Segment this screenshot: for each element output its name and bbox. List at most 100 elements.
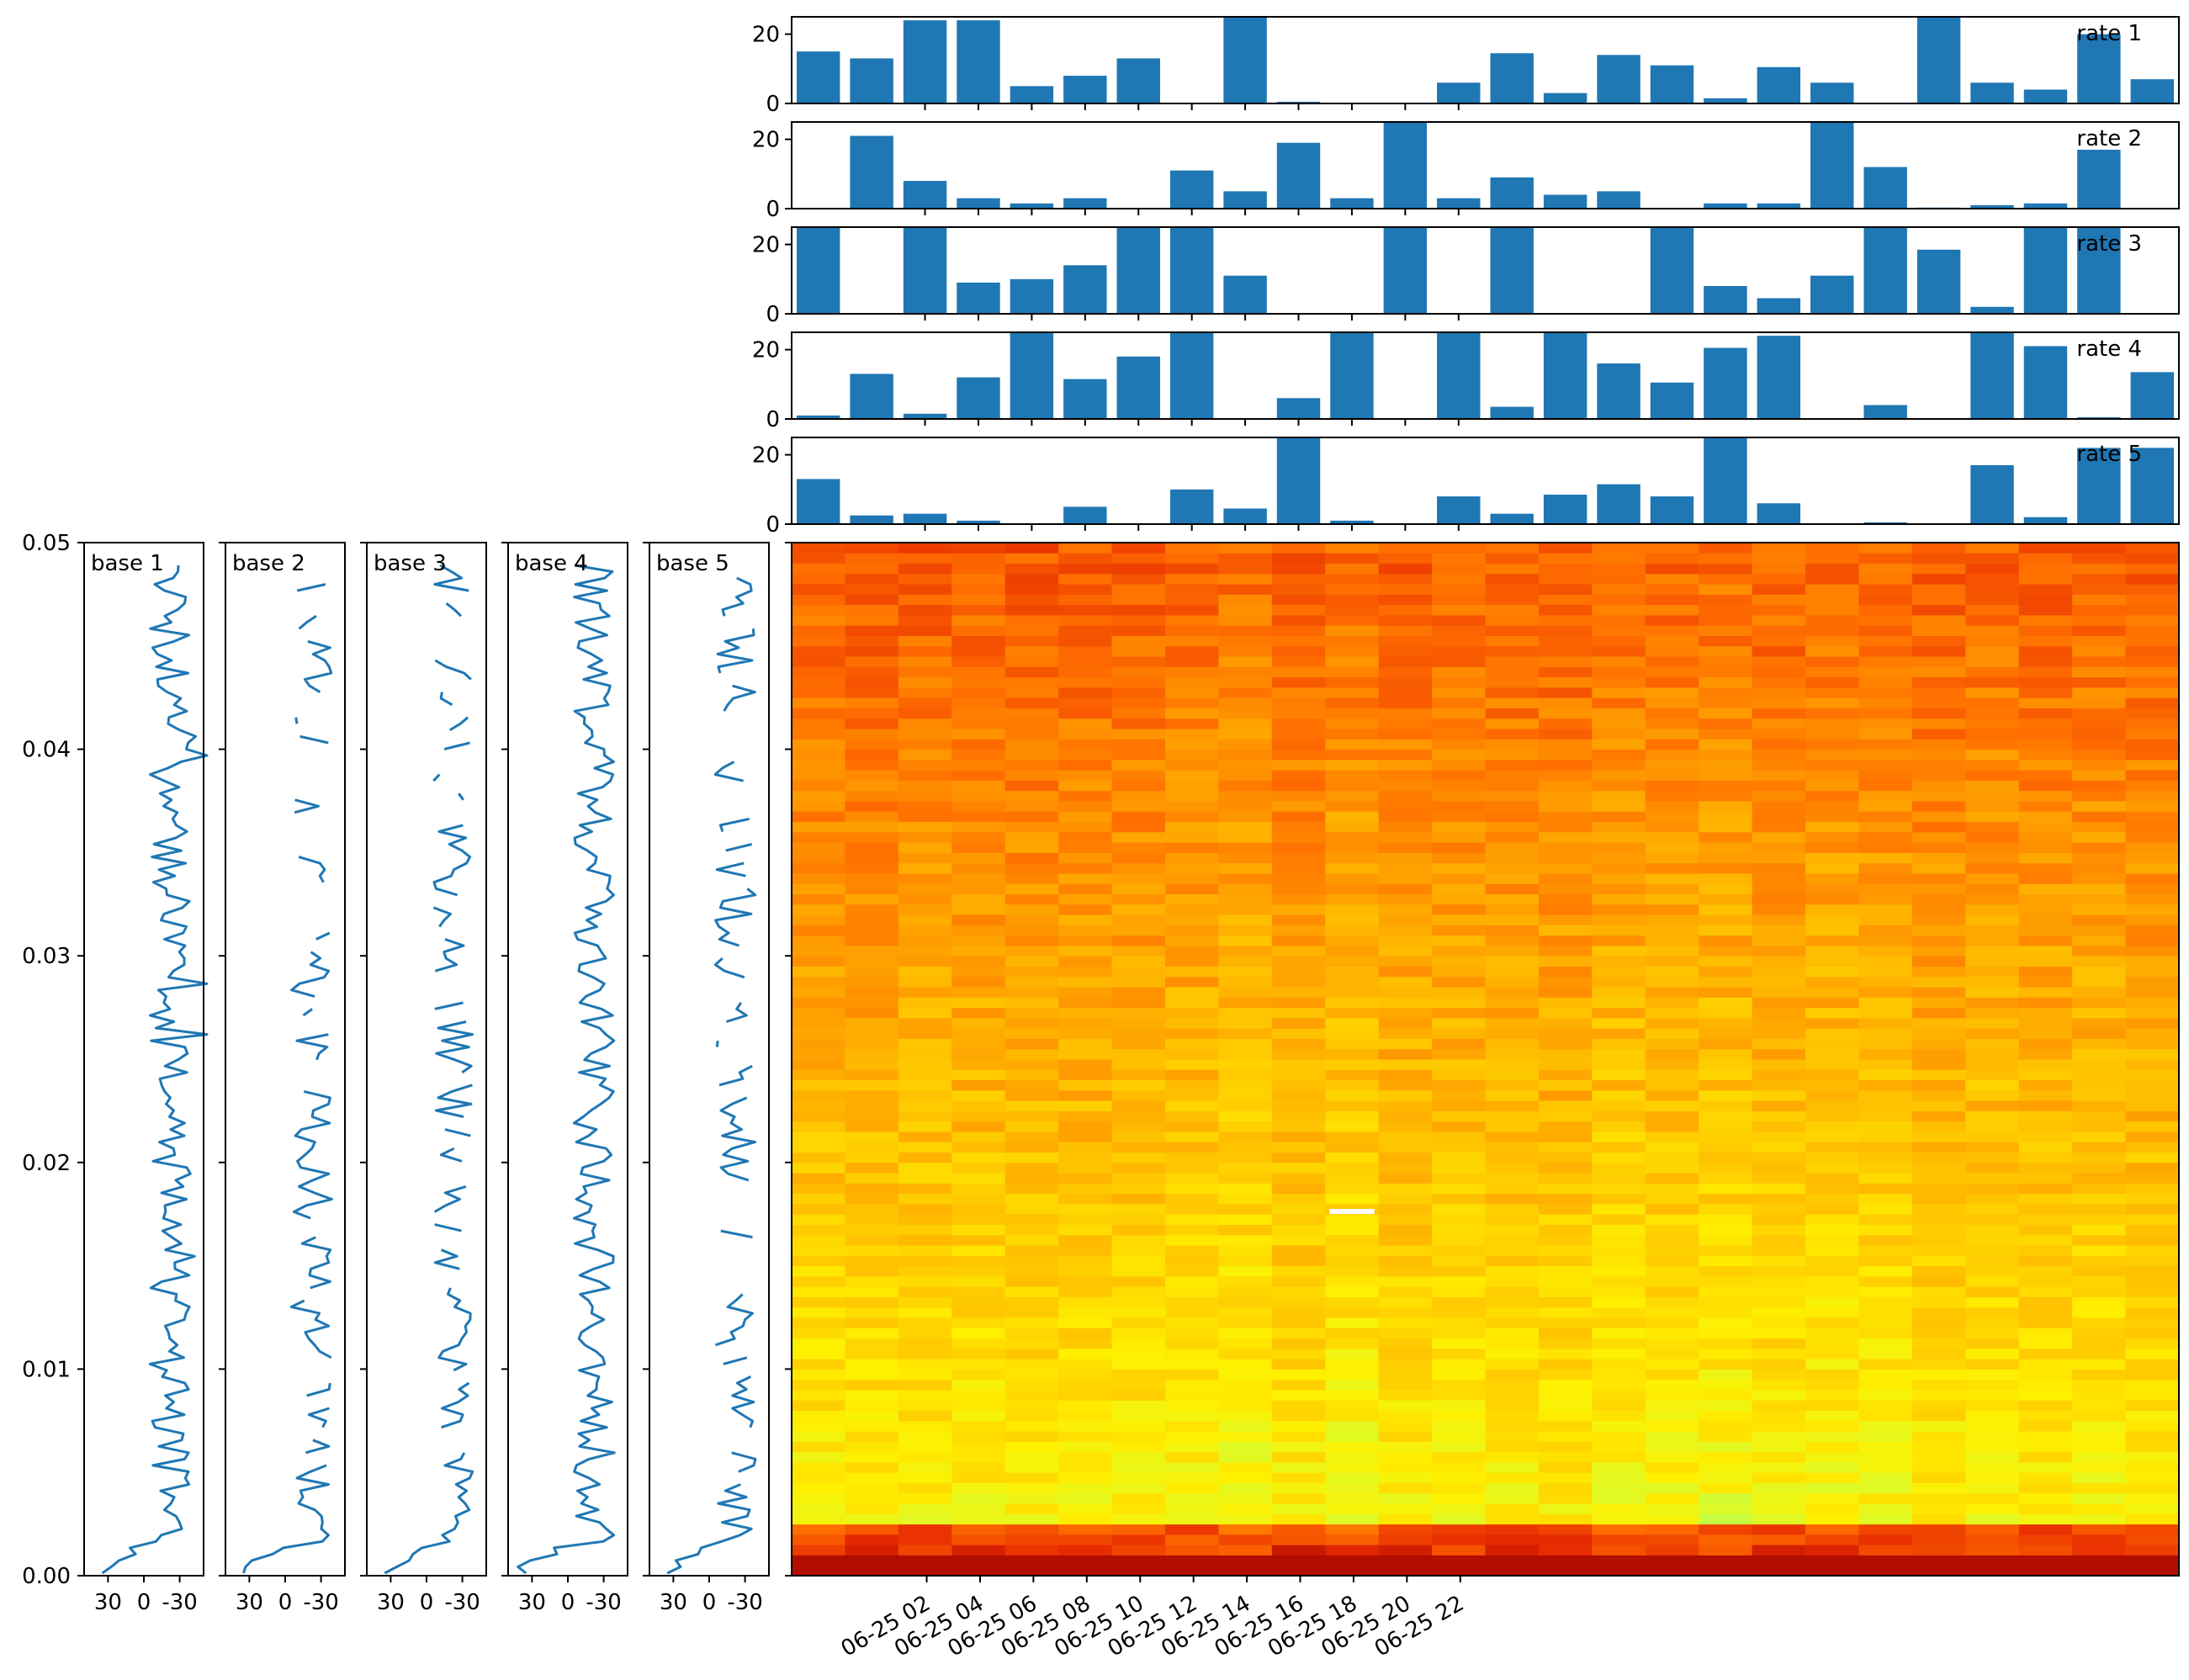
heatmap-cell xyxy=(1965,1265,2020,1277)
heatmap-cell xyxy=(2018,1203,2073,1215)
heatmap-cell xyxy=(1911,956,1966,967)
heatmap-cell xyxy=(2018,831,2073,843)
heatmap-cell xyxy=(1111,1338,1166,1349)
heatmap-cell xyxy=(1645,1245,1699,1256)
heatmap-cell xyxy=(951,1348,1006,1359)
heatmap-cell xyxy=(1858,1214,1913,1225)
heatmap-cell xyxy=(1325,1007,1380,1019)
heatmap-cell xyxy=(1378,987,1433,998)
heatmap-cell xyxy=(1058,1389,1113,1401)
heatmap-cell xyxy=(845,666,899,678)
heatmap-cell xyxy=(1432,553,1486,564)
heatmap-cell xyxy=(1271,563,1326,575)
heatmap-cell xyxy=(1058,1048,1113,1060)
heatmap-cell xyxy=(1752,614,1806,626)
heatmap-cell xyxy=(1325,811,1380,823)
heatmap-cell xyxy=(2018,584,2073,595)
heatmap-cell xyxy=(1858,1265,1913,1277)
heatmap-cell xyxy=(2072,1369,2127,1381)
heatmap-cell xyxy=(1378,1017,1433,1029)
heatmap-cell xyxy=(1485,1142,1540,1153)
heatmap-cell xyxy=(1699,1348,1753,1359)
heatmap-cell xyxy=(1058,1193,1113,1205)
heatmap-cell xyxy=(1058,1317,1113,1328)
axes-frame xyxy=(791,542,2180,1577)
heatmap-cell xyxy=(1965,1317,2020,1328)
heatmap-cell xyxy=(1432,1193,1486,1205)
bar xyxy=(1490,53,1534,103)
heatmap-cell xyxy=(2125,625,2180,637)
heatmap-cell xyxy=(951,1379,1006,1391)
heatmap-cell xyxy=(1218,1431,1273,1442)
heatmap-cell xyxy=(1805,594,1859,606)
heatmap-cell xyxy=(1911,904,1966,915)
heatmap-cell xyxy=(792,1555,845,1566)
heatmap-cell xyxy=(1805,1555,1859,1566)
heatmap-cell xyxy=(1378,759,1433,771)
bar xyxy=(1597,484,1640,524)
heatmap-cell xyxy=(1271,1162,1326,1174)
heatmap-cell xyxy=(1325,584,1380,595)
heatmap-cell xyxy=(1111,872,1166,884)
heatmap-cell xyxy=(2072,1555,2127,1566)
heatmap-cell xyxy=(1858,1369,1913,1381)
heatmap-cell xyxy=(1752,563,1806,575)
bar xyxy=(1330,520,1374,524)
heatmap-cell xyxy=(1111,1193,1166,1205)
heatmap-cell xyxy=(1164,1173,1219,1184)
heatmap-cell xyxy=(1432,914,1486,925)
heatmap-cell xyxy=(1164,1038,1219,1050)
heatmap-cell xyxy=(1432,1338,1486,1349)
heatmap-cell xyxy=(1058,604,1113,616)
heatmap-cell xyxy=(845,1306,899,1318)
heatmap-cell xyxy=(845,1482,899,1494)
heatmap-cell xyxy=(1645,1555,1699,1566)
heatmap-cell xyxy=(2018,1513,2073,1525)
heatmap-cell xyxy=(792,739,845,750)
heatmap-cell xyxy=(1805,770,1859,781)
heatmap-cell xyxy=(2125,966,2180,978)
heatmap-cell xyxy=(845,1183,899,1195)
heatmap-cell xyxy=(792,1503,845,1514)
heatmap-cell xyxy=(1538,1162,1593,1174)
heatmap-cell xyxy=(951,811,1006,823)
heatmap-cell xyxy=(1805,635,1859,647)
heatmap-cell xyxy=(792,1420,845,1432)
axes-frame xyxy=(83,542,204,1577)
heatmap-cell xyxy=(1218,1472,1273,1483)
heatmap-cell xyxy=(1325,1234,1380,1246)
heatmap-cell xyxy=(2072,811,2127,823)
heatmap-cell xyxy=(1699,1524,1753,1535)
heatmap-cell xyxy=(1858,852,1913,864)
heatmap-cell xyxy=(1911,759,1966,771)
heatmap-cell xyxy=(1485,1451,1540,1463)
heatmap-cell xyxy=(1111,956,1166,967)
bar xyxy=(957,20,1000,103)
bar xyxy=(1276,101,1321,103)
heatmap-cell xyxy=(1699,1255,1753,1267)
heatmap-cell xyxy=(1858,1545,1913,1555)
heatmap-cell xyxy=(1432,842,1486,853)
heatmap-cell xyxy=(2072,1121,2127,1132)
heatmap-cell xyxy=(792,1110,845,1122)
heatmap-cell xyxy=(1432,543,1486,554)
heatmap-cell xyxy=(1965,1028,2020,1039)
heatmap-cell xyxy=(2125,1079,2180,1091)
heatmap-cell xyxy=(845,1017,899,1029)
heatmap-cell xyxy=(1485,739,1540,750)
heatmap-cell xyxy=(1058,945,1113,957)
heatmap-cell xyxy=(1058,811,1113,823)
heatmap-cell xyxy=(1485,1121,1540,1132)
heatmap-cell xyxy=(1432,1152,1486,1163)
heatmap-cell xyxy=(1538,1183,1593,1195)
heatmap-cell xyxy=(1325,893,1380,905)
heatmap-cell xyxy=(792,1100,845,1111)
bar xyxy=(1276,398,1321,419)
heatmap-cell xyxy=(1485,842,1540,853)
heatmap-cell xyxy=(951,1565,1006,1577)
heatmap-cell xyxy=(1592,842,1646,853)
heatmap-cell xyxy=(1805,852,1859,864)
heatmap-cell xyxy=(1485,1296,1540,1308)
heatmap-cell xyxy=(1164,1400,1219,1412)
heatmap-cell xyxy=(1485,1224,1540,1236)
